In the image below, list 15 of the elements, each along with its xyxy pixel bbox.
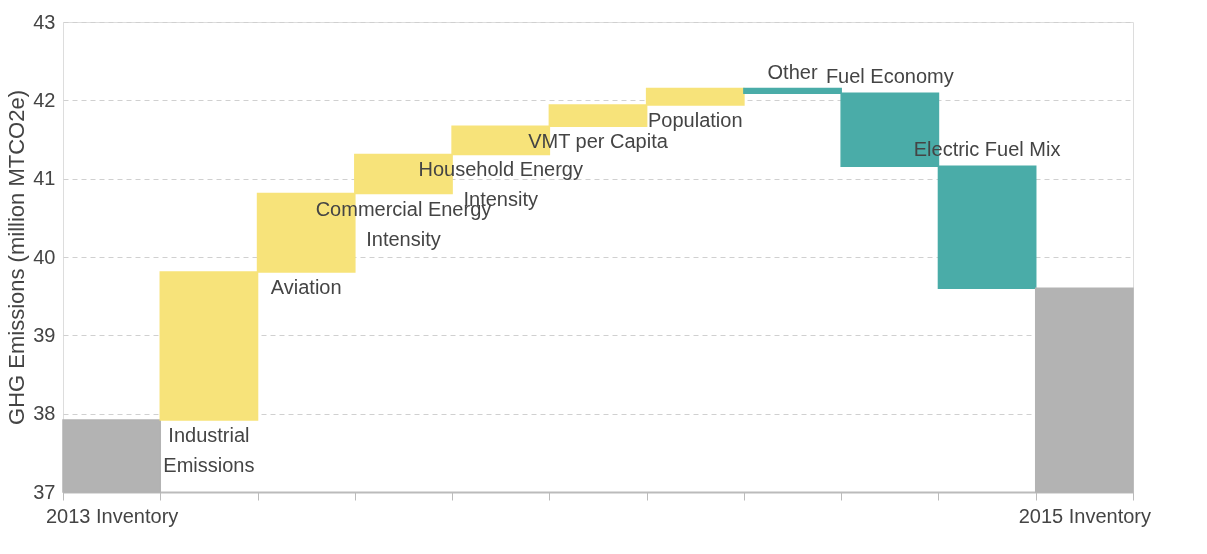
y-tick-label: 43: [33, 10, 56, 33]
y-tick-label: 40: [33, 245, 56, 268]
x-tick-label: Aviation: [270, 275, 342, 298]
x-tick-label: Other: [767, 60, 818, 83]
x-tick-label: 2015 Inventory: [1018, 504, 1152, 527]
y-tick-label: 38: [33, 402, 56, 425]
x-tick-label: Fuel Economy: [825, 65, 954, 88]
y-tick-label: 37: [33, 480, 56, 503]
x-tick-label: Population: [648, 109, 743, 132]
y-tick-label: 39: [33, 323, 56, 346]
x-tick-label: 2013 Inventory: [45, 504, 179, 527]
x-tick-label: Industrial Emissions: [163, 423, 255, 476]
y-tick-label: 42: [33, 88, 56, 111]
y-axis-title: GHG Emissions (million MTCO2e): [4, 90, 30, 425]
y-tick-label: 41: [33, 167, 56, 190]
